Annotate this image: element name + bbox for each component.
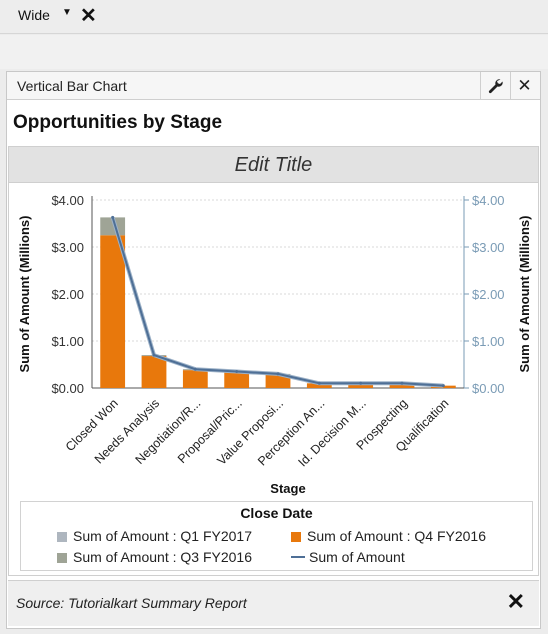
y-tick-label: $4.00 bbox=[51, 193, 84, 208]
legend-swatch bbox=[57, 553, 67, 563]
top-toolbar: Wide ▼ ✕ bbox=[0, 0, 548, 34]
y2-tick-label: $0.00 bbox=[472, 381, 505, 396]
legend-item: Sum of Amount : Q4 FY2016 bbox=[291, 528, 486, 544]
legend-item: Sum of Amount : Q3 FY2016 bbox=[57, 549, 252, 565]
y-tick-label: $3.00 bbox=[51, 240, 84, 255]
line-point bbox=[193, 367, 197, 371]
legend-swatch bbox=[291, 552, 305, 562]
legend-item: Sum of Amount bbox=[291, 549, 405, 565]
layout-select[interactable]: Wide bbox=[18, 7, 50, 23]
bar bbox=[141, 356, 167, 388]
chart-footer: Source: Tutorialkart Summary Report ✕ bbox=[8, 580, 539, 626]
line-point bbox=[111, 215, 115, 219]
bar bbox=[265, 374, 291, 388]
bar bbox=[100, 235, 126, 388]
chart-title[interactable]: Edit Title bbox=[9, 147, 538, 183]
chart-container: Edit Title $0.00 $0.00 $1.00 $1.00 $2.00 $2.0… bbox=[8, 146, 539, 576]
line-point bbox=[276, 372, 280, 376]
chart-panel: Vertical Bar Chart ✕ Opportunities by St… bbox=[6, 71, 541, 629]
bar bbox=[182, 370, 208, 388]
drop-zone-strip bbox=[0, 35, 548, 69]
chevron-down-icon[interactable]: ▼ bbox=[62, 7, 72, 18]
legend-item: Sum of Amount : Q1 FY2017 bbox=[57, 528, 252, 544]
y-tick-label: $2.00 bbox=[51, 287, 84, 302]
y2-tick-label: $3.00 bbox=[472, 240, 505, 255]
close-icon[interactable]: ✕ bbox=[506, 589, 525, 614]
close-icon[interactable]: ✕ bbox=[510, 72, 538, 99]
bar bbox=[389, 383, 415, 388]
source-text: Source: Tutorialkart Summary Report bbox=[16, 595, 247, 611]
legend-title: Close Date bbox=[240, 505, 313, 521]
wrench-icon[interactable] bbox=[480, 72, 508, 99]
x-axis-title: Stage bbox=[270, 481, 305, 496]
chart-heading: Opportunities by Stage bbox=[13, 112, 223, 133]
y2-tick-label: $2.00 bbox=[472, 287, 505, 302]
line-point bbox=[317, 381, 321, 385]
panel-header: Vertical Bar Chart ✕ bbox=[7, 72, 540, 100]
y2-tick-label: $4.00 bbox=[472, 193, 505, 208]
y-axis-title: Sum of Amount (Millions) bbox=[17, 216, 32, 373]
legend-swatch bbox=[291, 532, 301, 542]
legend-label: Sum of Amount bbox=[309, 549, 405, 565]
line-point bbox=[359, 381, 363, 385]
bar bbox=[224, 372, 250, 388]
bar-chart: $0.00 $0.00 $1.00 $1.00 $2.00 $2.00 $3.00 $3.00… bbox=[17, 193, 532, 496]
y-tick-label: $0.00 bbox=[51, 381, 84, 396]
legend-label: Sum of Amount : Q3 FY2016 bbox=[73, 549, 252, 565]
y2-axis-title: Sum of Amount (Millions) bbox=[517, 216, 532, 373]
bar bbox=[306, 383, 332, 388]
y-tick-label: $1.00 bbox=[51, 334, 84, 349]
line-point bbox=[441, 384, 445, 388]
line-point bbox=[400, 381, 404, 385]
legend-label: Sum of Amount : Q1 FY2017 bbox=[73, 528, 252, 544]
y2-tick-label: $1.00 bbox=[472, 334, 505, 349]
line-point bbox=[235, 370, 239, 374]
close-icon[interactable]: ✕ bbox=[80, 5, 97, 27]
line-point bbox=[152, 353, 156, 357]
chart-legend: Close Date Sum of Amount : Q1 FY2017 Sum … bbox=[20, 501, 533, 571]
bar bbox=[348, 383, 374, 388]
bar bbox=[100, 217, 126, 236]
legend-label: Sum of Amount : Q4 FY2016 bbox=[307, 528, 486, 544]
panel-title: Vertical Bar Chart bbox=[17, 78, 127, 94]
legend-swatch bbox=[57, 532, 67, 542]
